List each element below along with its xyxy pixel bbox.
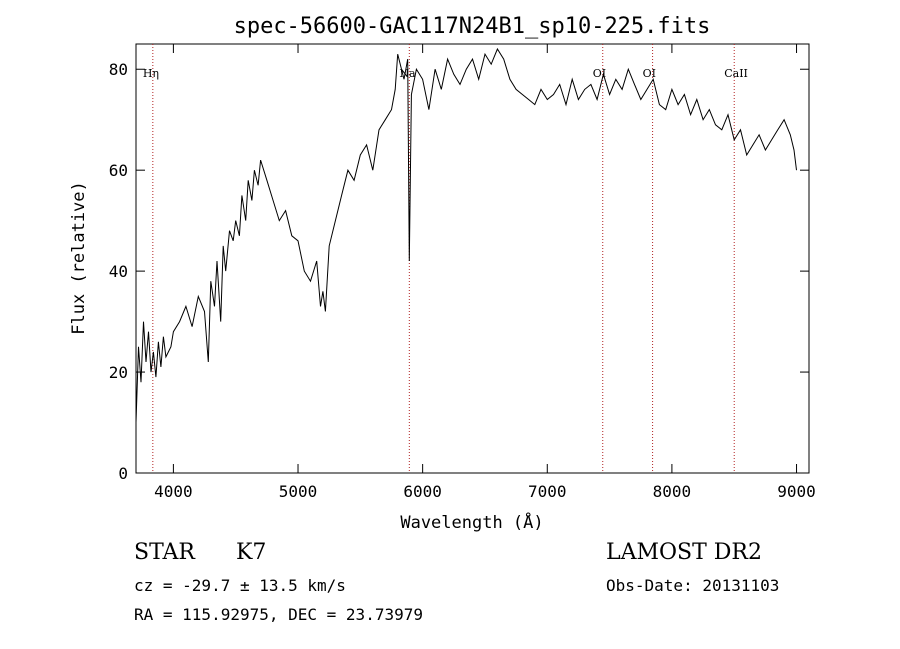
spectral-line-label: OI: [643, 67, 656, 80]
subclass-label: K7: [236, 540, 267, 565]
spectrum-line: [135, 47, 797, 423]
x-tick-label: 4000: [154, 482, 193, 501]
x-tick-label: 8000: [653, 482, 692, 501]
x-axis-label: Wavelength (Å): [400, 511, 543, 533]
x-tick-label: 6000: [403, 482, 442, 501]
object-class: STAR K7: [134, 540, 266, 565]
axis-ticks: 4000 5000 6000 7000 8000 9000 0 20 40 60 80: [109, 44, 816, 501]
x-tick-label: 5000: [279, 482, 318, 501]
y-tick-label: 40: [109, 262, 128, 281]
redshift-info: cz = -29.7 ± 13.5 km/s: [134, 576, 346, 595]
coords-info: RA = 115.92975, DEC = 23.73979: [134, 605, 423, 624]
class-label: STAR: [134, 540, 195, 565]
obs-date-info: Obs-Date: 20131103: [606, 576, 780, 595]
spectral-line-markers: Hη Na OI OI CaII: [143, 44, 748, 473]
x-tick-label: 7000: [528, 482, 567, 501]
plot-frame: [135, 43, 810, 474]
y-axis-label: Flux (relative): [69, 181, 89, 335]
spectral-line-label: Hη: [143, 67, 159, 80]
y-tick-label: 60: [109, 161, 128, 180]
chart-title: spec-56600-GAC117N24B1_sp10-225.fits: [234, 14, 711, 39]
survey-label: LAMOST DR2: [606, 540, 762, 565]
y-tick-label: 80: [109, 60, 128, 79]
y-tick-label: 20: [109, 363, 128, 382]
spectral-line-label: CaII: [724, 67, 748, 80]
x-tick-label: 9000: [777, 482, 816, 501]
y-tick-label: 0: [118, 464, 128, 483]
